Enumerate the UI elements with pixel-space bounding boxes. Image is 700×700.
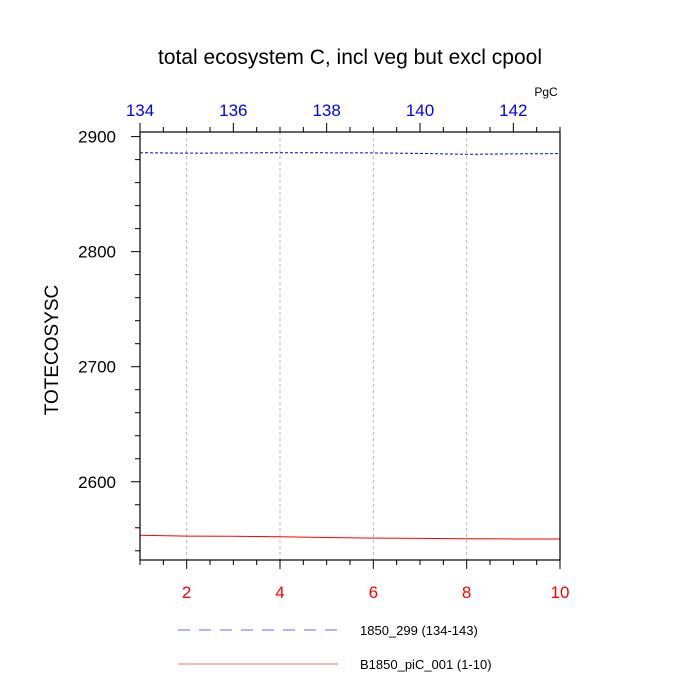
axes: 2 4 6 8 10 134 136 138 140 142 2600 2700 2800 2900 — [78, 101, 569, 602]
bottom-tick-label: 6 — [369, 583, 378, 602]
bottom-tick-label: 10 — [551, 583, 570, 602]
top-tick-label: 136 — [219, 101, 247, 120]
legend-label: B1850_piC_001 (1-10) — [360, 657, 492, 672]
top-tick-label: 140 — [406, 101, 434, 120]
y-tick-label: 2700 — [78, 358, 116, 377]
top-tick-label: 138 — [312, 101, 340, 120]
grid — [186, 132, 468, 560]
legend: 1850_299 (134-143) B1850_piC_001 (1-10) — [178, 623, 492, 672]
chart-title: total ecosystem C, incl veg but excl cpo… — [158, 46, 542, 69]
y-axis-label: TOTECOSYSC — [42, 285, 63, 416]
bottom-tick-label: 4 — [275, 583, 284, 602]
y-tick-label: 2800 — [78, 243, 116, 262]
bottom-tick-label: 2 — [182, 583, 191, 602]
units-label: PgC — [534, 85, 558, 99]
plot-frame — [139, 131, 561, 561]
series-line-B1850_piC_001 — [139, 534, 561, 540]
series-line-1850_299 — [139, 152, 561, 155]
y-tick-label: 2900 — [78, 128, 116, 147]
top-tick-label: 142 — [499, 101, 527, 120]
bottom-tick-label: 8 — [462, 583, 471, 602]
series-group — [139, 152, 561, 540]
legend-label: 1850_299 (134-143) — [360, 623, 478, 638]
y-tick-label: 2600 — [78, 473, 116, 492]
top-tick-label: 134 — [126, 101, 154, 120]
